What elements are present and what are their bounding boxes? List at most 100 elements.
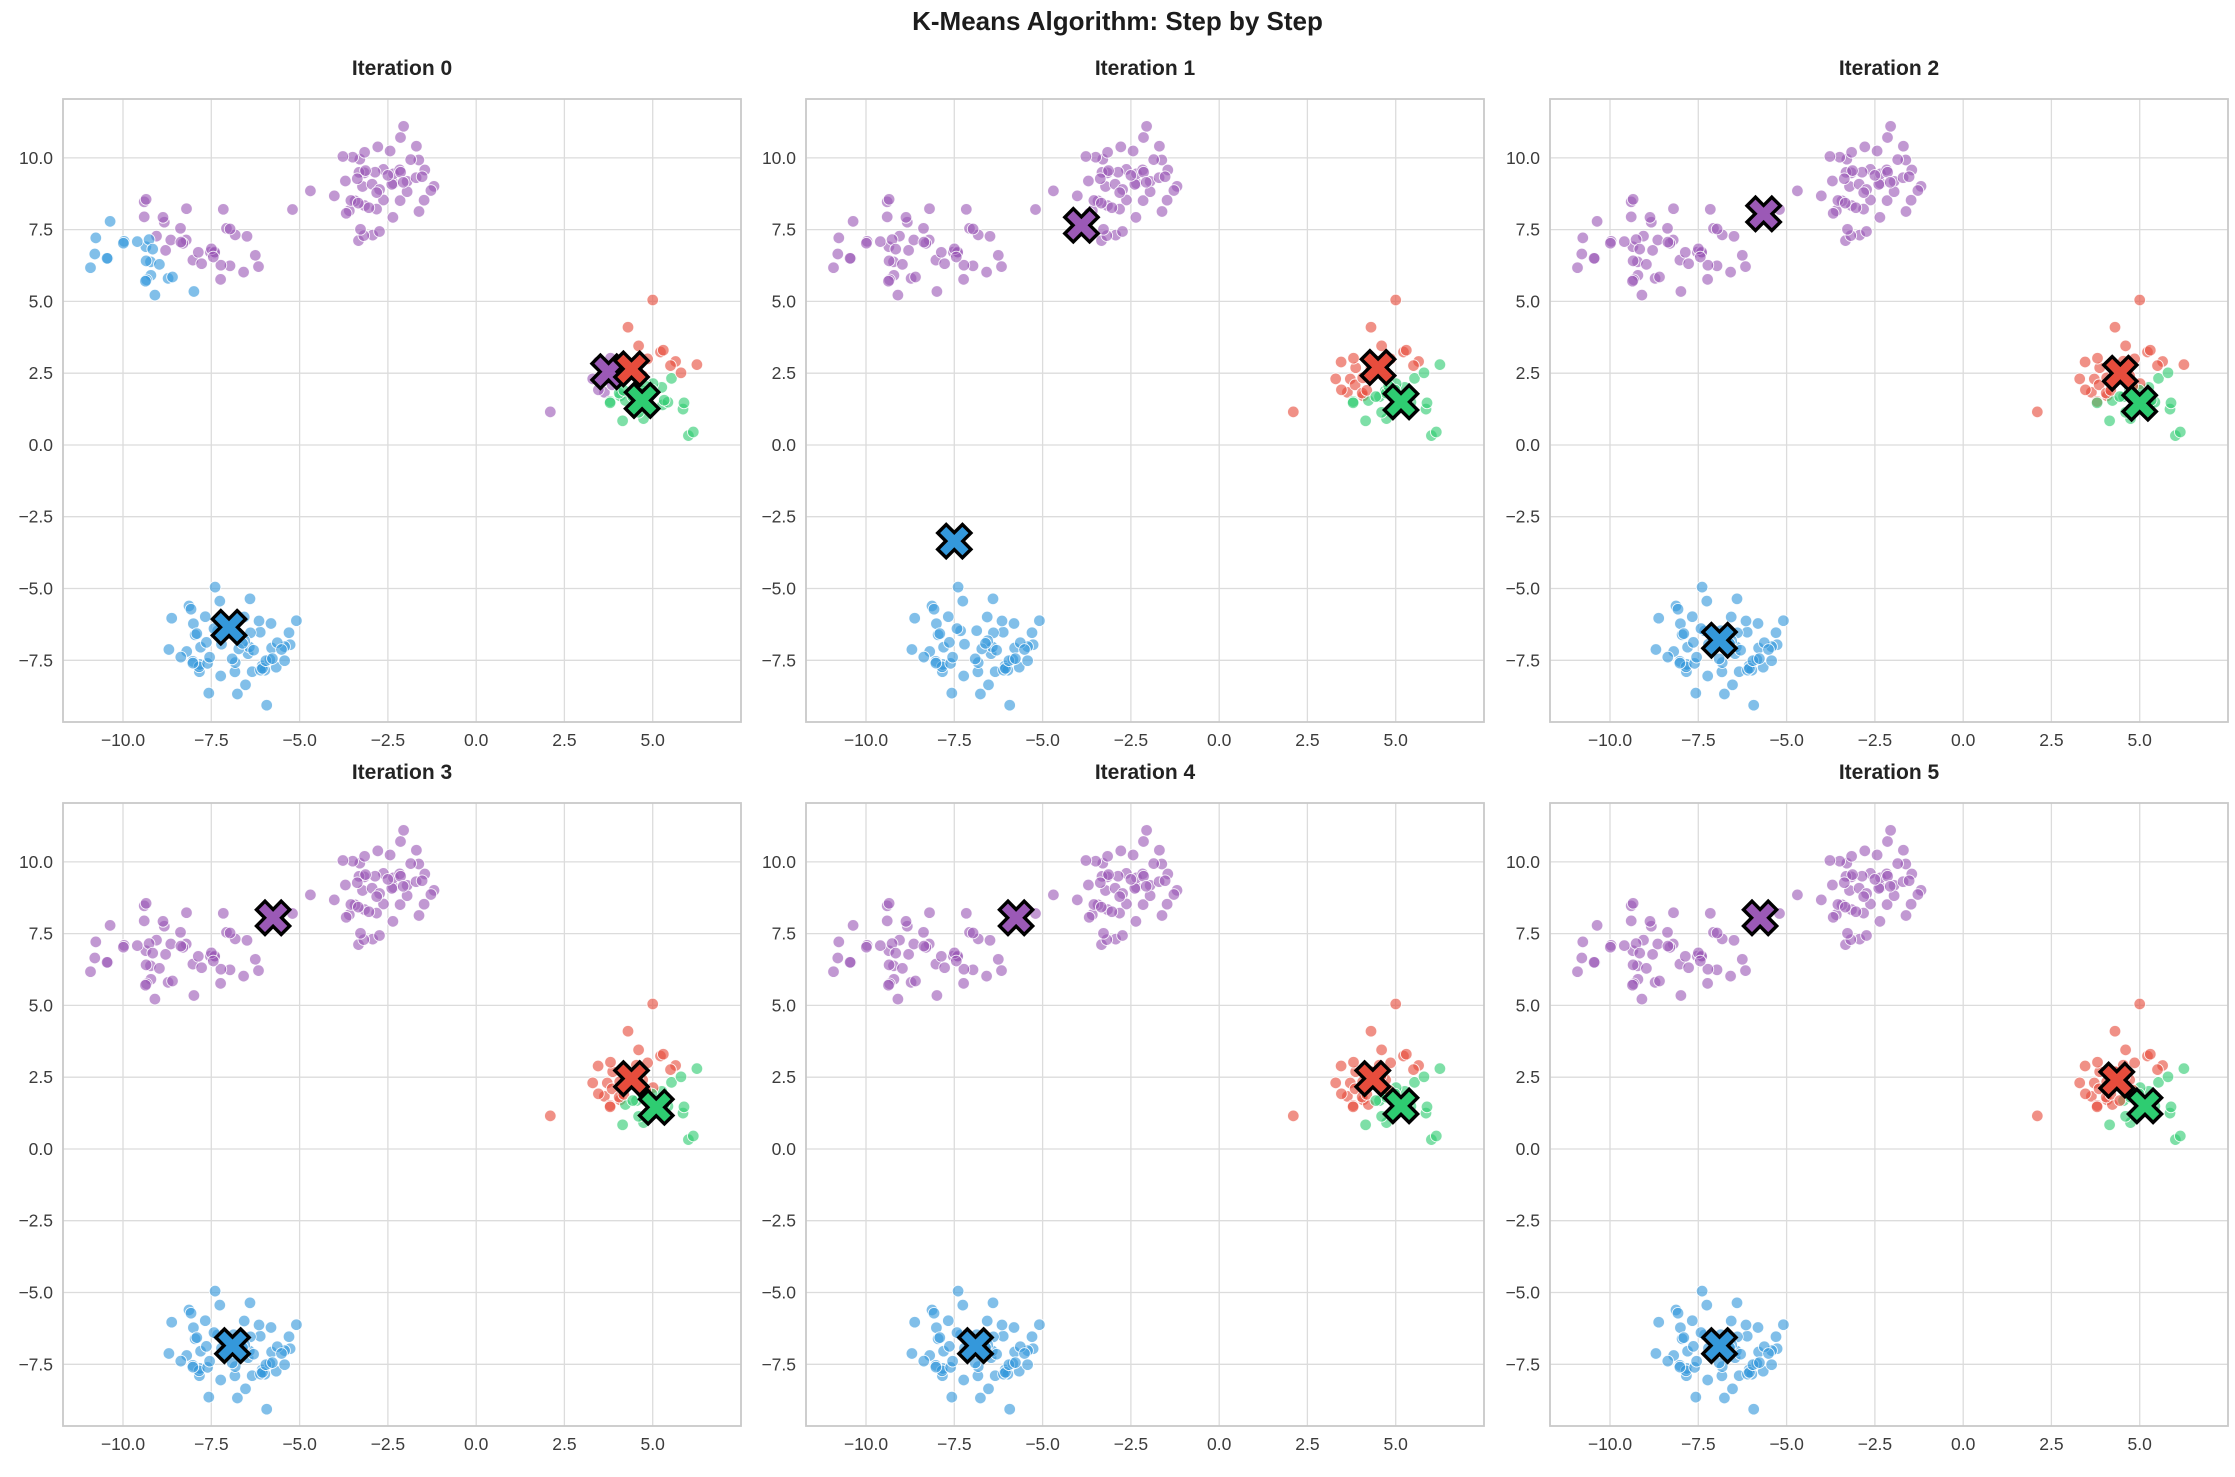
- axes-iteration-2: −10.0 −7.5 −5.0 −2.5 0.0 2.5 5.0 10.0 7.5 5.0 2.5 0…: [1505, 98, 2229, 750]
- svg-text:−7.5: −7.5: [194, 730, 229, 750]
- svg-text:−10.0: −10.0: [101, 730, 146, 750]
- svg-text:−5.0: −5.0: [1505, 1283, 1540, 1303]
- svg-text:−7.5: −7.5: [937, 730, 972, 750]
- svg-text:−10.0: −10.0: [844, 1434, 889, 1454]
- svg-text:10.0: 10.0: [1506, 852, 1540, 872]
- x-tick-labels: −10.0 −7.5 −5.0 −2.5 0.0 2.5 5.0: [101, 730, 665, 750]
- svg-text:−2.5: −2.5: [371, 730, 406, 750]
- svg-text:−2.5: −2.5: [18, 1211, 53, 1231]
- svg-text:2.5: 2.5: [552, 1434, 576, 1454]
- svg-text:−7.5: −7.5: [1681, 1434, 1716, 1454]
- svg-text:−5.0: −5.0: [1505, 579, 1540, 599]
- svg-text:−10.0: −10.0: [101, 1434, 146, 1454]
- axes-border: [62, 802, 742, 1427]
- svg-text:2.5: 2.5: [2039, 1434, 2063, 1454]
- subplot-iteration-3: Iteration 3 −10.0 −7.5 −5.0 −2.5 0.0 2.5 5.0 10…: [18, 758, 742, 1454]
- svg-text:10.0: 10.0: [19, 148, 53, 168]
- svg-text:0.0: 0.0: [1207, 730, 1232, 750]
- svg-text:−5.0: −5.0: [282, 730, 317, 750]
- centroid-marker-green: [623, 381, 662, 420]
- gridlines: [63, 803, 741, 1426]
- svg-text:5.0: 5.0: [772, 291, 797, 311]
- centroid-marker-purple: [254, 898, 293, 937]
- svg-text:0.0: 0.0: [1516, 1139, 1541, 1159]
- svg-text:−7.5: −7.5: [194, 1434, 229, 1454]
- subplot-title-0: Iteration 0: [351, 57, 453, 80]
- svg-text:−7.5: −7.5: [761, 650, 796, 670]
- svg-text:5.0: 5.0: [1516, 291, 1541, 311]
- subplot-iteration-1: Iteration 1 −10.0 −7.5 −5.0 −2.5 0.0 2.5 5.0 10…: [761, 54, 1485, 750]
- svg-text:0.0: 0.0: [464, 1434, 489, 1454]
- svg-text:5.0: 5.0: [772, 995, 797, 1015]
- svg-text:2.5: 2.5: [29, 363, 53, 383]
- svg-text:0.0: 0.0: [1951, 1434, 1976, 1454]
- centroid-marker-green: [2120, 384, 2159, 423]
- centroid-marker-blue: [935, 522, 974, 561]
- subplot-iteration-2: Iteration 2 −10.0 −7.5 −5.0 −2.5 0.0 2.5 5.0 10…: [1505, 54, 2229, 750]
- svg-text:10.0: 10.0: [1506, 148, 1540, 168]
- svg-text:2.5: 2.5: [1295, 1434, 1319, 1454]
- svg-text:5.0: 5.0: [29, 291, 54, 311]
- centroid-marker-red: [2101, 354, 2140, 393]
- svg-text:−7.5: −7.5: [761, 1354, 796, 1374]
- svg-text:−7.5: −7.5: [18, 650, 53, 670]
- svg-text:−5.0: −5.0: [1025, 1434, 1060, 1454]
- y-tick-labels: 10.0 7.5 5.0 2.5 0.0 −2.5 −5.0 −7.5: [1505, 148, 1540, 670]
- svg-text:0.0: 0.0: [1516, 435, 1541, 455]
- svg-text:−5.0: −5.0: [282, 1434, 317, 1454]
- subplot-title-2: Iteration 2: [1838, 57, 1940, 80]
- axes-iteration-1: −10.0 −7.5 −5.0 −2.5 0.0 2.5 5.0 10.0 7.5 5.0 2.5 0…: [761, 98, 1485, 750]
- svg-text:5.0: 5.0: [1384, 1434, 1409, 1454]
- subplot-title-4: Iteration 4: [1094, 761, 1196, 784]
- centroid-marker-green: [637, 1088, 676, 1127]
- svg-text:−2.5: −2.5: [761, 507, 796, 527]
- svg-text:10.0: 10.0: [19, 852, 53, 872]
- svg-text:−5.0: −5.0: [761, 579, 796, 599]
- subplot-iteration-4: Iteration 4 −10.0 −7.5 −5.0 −2.5 0.0 2.5 5.0 10…: [761, 758, 1485, 1454]
- svg-text:7.5: 7.5: [1516, 220, 1540, 240]
- svg-text:−2.5: −2.5: [761, 1211, 796, 1231]
- centroid-marker-blue: [1700, 621, 1739, 660]
- svg-text:−2.5: −2.5: [1505, 507, 1540, 527]
- svg-text:7.5: 7.5: [1516, 924, 1540, 944]
- svg-text:2.5: 2.5: [772, 1067, 796, 1087]
- centroid-marker-blue: [210, 608, 249, 647]
- svg-text:2.5: 2.5: [1516, 1067, 1540, 1087]
- centroid-marker-purple: [1062, 206, 1101, 245]
- svg-text:−2.5: −2.5: [371, 1434, 406, 1454]
- subplot-iteration-5: Iteration 5 −10.0 −7.5 −5.0 −2.5 0.0 2.5 5.0 10…: [1505, 758, 2229, 1454]
- svg-text:7.5: 7.5: [29, 924, 53, 944]
- subplot-title-5: Iteration 5: [1838, 761, 1940, 784]
- svg-text:−5.0: −5.0: [761, 1283, 796, 1303]
- svg-text:−2.5: −2.5: [1858, 730, 1893, 750]
- svg-text:2.5: 2.5: [1516, 363, 1540, 383]
- x-tick-labels: −10.0 −7.5 −5.0 −2.5 0.0 2.5 5.0: [1588, 1434, 2152, 1454]
- scatter-points: [1571, 120, 2191, 712]
- centroid-marker-green: [2125, 1086, 2165, 1125]
- svg-text:0.0: 0.0: [772, 435, 797, 455]
- svg-text:−7.5: −7.5: [1681, 730, 1716, 750]
- subplot-title-1: Iteration 1: [1094, 57, 1196, 80]
- svg-text:2.5: 2.5: [29, 1067, 53, 1087]
- svg-text:−5.0: −5.0: [1025, 730, 1060, 750]
- svg-text:0.0: 0.0: [772, 1139, 797, 1159]
- svg-text:−2.5: −2.5: [18, 507, 53, 527]
- axes-iteration-4: −10.0 −7.5 −5.0 −2.5 0.0 2.5 5.0 10.0 7.5 5.0 2.5 0…: [761, 802, 1485, 1454]
- svg-text:2.5: 2.5: [552, 730, 576, 750]
- svg-text:5.0: 5.0: [2128, 1434, 2153, 1454]
- svg-text:0.0: 0.0: [1951, 730, 1976, 750]
- axes-border: [62, 98, 742, 723]
- svg-text:2.5: 2.5: [772, 363, 796, 383]
- x-tick-labels: −10.0 −7.5 −5.0 −2.5 0.0 2.5 5.0: [844, 1434, 1408, 1454]
- centroid-marker-purple: [1744, 194, 1783, 233]
- svg-text:−10.0: −10.0: [1588, 730, 1633, 750]
- svg-text:5.0: 5.0: [1516, 995, 1541, 1015]
- centroid-marker-purple: [1741, 898, 1780, 937]
- y-tick-labels: 10.0 7.5 5.0 2.5 0.0 −2.5 −5.0 −7.5: [761, 148, 796, 670]
- svg-text:7.5: 7.5: [29, 220, 53, 240]
- centroid-marker-blue: [213, 1326, 252, 1365]
- svg-text:−2.5: −2.5: [1114, 730, 1149, 750]
- subplot-title-3: Iteration 3: [351, 761, 453, 784]
- y-tick-labels: 10.0 7.5 5.0 2.5 0.0 −2.5 −5.0 −7.5: [1505, 852, 1540, 1374]
- svg-text:10.0: 10.0: [762, 852, 796, 872]
